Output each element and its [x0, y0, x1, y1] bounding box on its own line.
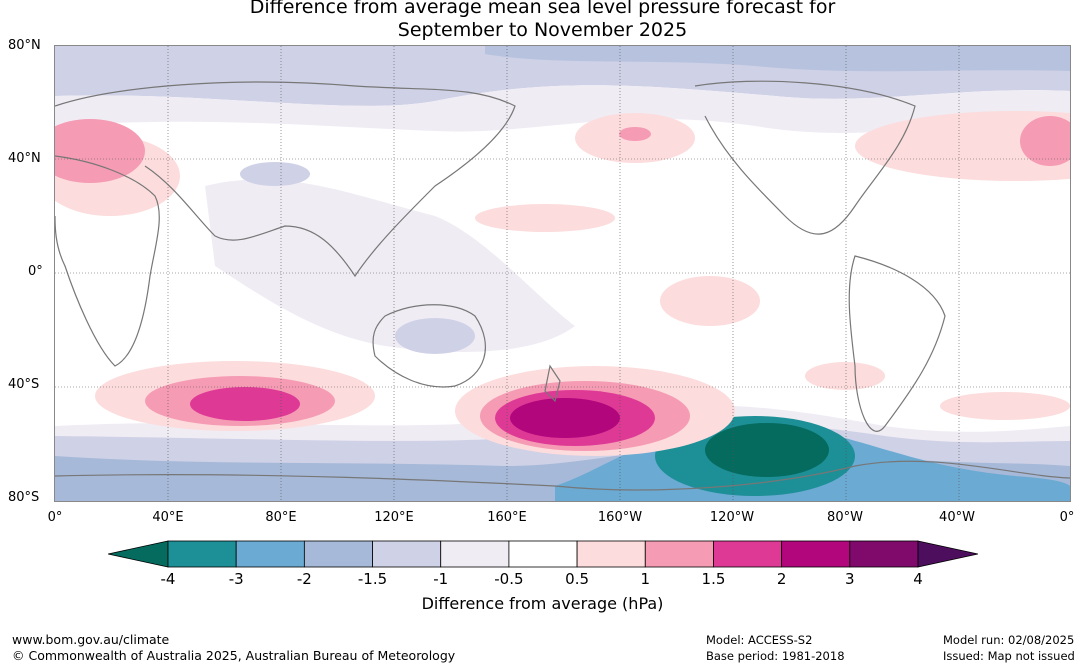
colorbar-tick-label: 2	[776, 570, 787, 588]
footer-model: Model: ACCESS-S2	[706, 633, 813, 647]
colorbar-tick-label: -4	[160, 570, 176, 588]
colorbar-tick-label: -1	[433, 570, 449, 588]
colorbar-tick-label: -2	[296, 570, 312, 588]
lon-label-120e: 120°E	[374, 510, 414, 525]
lon-label-0: 0°	[47, 510, 63, 525]
colorbar-swatch	[372, 540, 442, 568]
colorbar-swatch	[713, 540, 783, 568]
footer-copyright: © Commonwealth of Australia 2025, Austra…	[12, 648, 456, 663]
coastlines	[55, 80, 1070, 491]
footer-run-info: Model run: 02/08/2025 Issued: Map not is…	[943, 632, 1075, 664]
pacific-low-core	[705, 423, 829, 477]
colorbar-swatch	[781, 540, 851, 568]
colorbar-swatch	[849, 540, 919, 568]
colorbar	[108, 540, 978, 568]
footer-model-info: Model: ACCESS-S2 Base period: 1981-2018	[706, 632, 845, 664]
lat-label-80s: 80°S	[8, 490, 40, 505]
colorbar-arrow-low	[108, 540, 169, 568]
colorbar-swatch	[440, 540, 510, 568]
colorbar-tick-label: 1.5	[701, 570, 726, 588]
subtropical-pacific-high	[475, 204, 615, 232]
arctic-light-anomaly	[55, 85, 1070, 133]
colorbar-tick-label: 0.5	[565, 570, 590, 588]
pressure-anomaly-map	[54, 45, 1071, 502]
central-asia-low	[240, 162, 310, 186]
lon-label-80w: 80°W	[827, 510, 863, 525]
indian-ocean-high-core	[190, 387, 300, 421]
title-line-2: September to November 2025	[397, 19, 688, 41]
tropical-light-anomaly	[205, 179, 575, 352]
lat-label-80n: 80°N	[8, 38, 41, 53]
footer-issued: Issued: Map not issued	[943, 649, 1075, 663]
colorbar-swatch	[644, 540, 714, 568]
lon-label-0-east: 0°	[1059, 510, 1075, 525]
colorbar-swatch	[303, 540, 373, 568]
map-canvas	[55, 46, 1070, 501]
colorbar-swatch	[508, 540, 578, 568]
antarctica-coast	[55, 460, 1070, 491]
australia-coast	[372, 304, 486, 388]
footer-model-run: Model run: 02/08/2025	[943, 633, 1075, 647]
colorbar-swatch	[576, 540, 646, 568]
atlantic-high-core	[1020, 116, 1070, 166]
lon-label-160e: 160°E	[487, 510, 527, 525]
colorbar-swatch	[167, 540, 237, 568]
lon-label-120w: 120°W	[709, 510, 755, 525]
map-title: Difference from average mean sea level p…	[0, 0, 1085, 42]
footer-base-period: Base period: 1981-2018	[706, 649, 845, 663]
lon-label-40e: 40°E	[152, 510, 184, 525]
lon-label-80e: 80°E	[265, 510, 297, 525]
colorbar-arrow-high	[917, 540, 978, 568]
eurasia-coast	[55, 81, 516, 278]
colorbar-tick-label: 4	[913, 570, 923, 588]
tropical-pacific-high	[660, 276, 760, 326]
south-america-coast	[848, 255, 946, 432]
arctic-strong-anomaly	[485, 46, 1070, 72]
lat-label-40n: 40°N	[8, 151, 41, 166]
north-america-coast	[694, 80, 916, 235]
colorbar-tick-label: -3	[228, 570, 244, 588]
colorbar-tick-label: -1.5	[357, 570, 388, 588]
europe-high-core	[55, 119, 145, 183]
africa-coast	[55, 155, 160, 367]
south-atlantic-high	[940, 392, 1070, 420]
colorbar-swatch	[235, 540, 305, 568]
new-zealand-coast	[544, 364, 561, 403]
south-america-high	[805, 362, 885, 390]
colorbar-tick-label: 3	[845, 570, 855, 588]
australia-negative-anomaly	[395, 318, 475, 354]
colorbar-tick-label: -0.5	[494, 570, 524, 588]
colorbar-title: Difference from average (hPa)	[421, 594, 664, 613]
lon-label-160w: 160°W	[597, 510, 643, 525]
north-pacific-high-core	[619, 127, 651, 141]
footer-left: www.bom.gov.au/climate © Commonwealth of…	[12, 632, 455, 664]
atlantic-high-outer	[855, 111, 1070, 181]
title-line-1: Difference from average mean sea level p…	[249, 0, 836, 18]
colorbar-tick-label: 1	[640, 570, 651, 588]
tasman-high-core	[510, 398, 620, 438]
lon-label-40w: 40°W	[939, 510, 975, 525]
footer-url[interactable]: www.bom.gov.au/climate	[12, 632, 170, 647]
lat-label-equator: 0°	[28, 264, 43, 279]
graticule	[55, 46, 1070, 501]
lat-label-40s: 40°S	[8, 377, 40, 392]
